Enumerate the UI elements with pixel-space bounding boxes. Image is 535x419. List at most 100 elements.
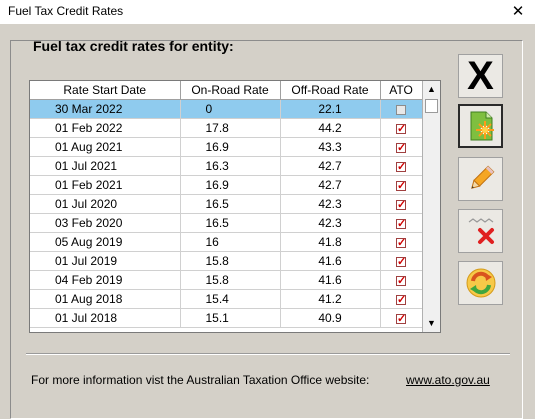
- table-row[interactable]: 03 Feb 2020 16.5 42.3 ✓: [30, 213, 423, 233]
- cell-rate-start-date[interactable]: 01 Jul 2019: [30, 251, 181, 271]
- cell-ato: ✓: [380, 308, 423, 328]
- cell-rate-start-date[interactable]: 01 Aug 2018: [30, 289, 181, 309]
- cell-off-road-rate[interactable]: 42.7: [280, 175, 381, 195]
- cell-ato: ✓: [380, 289, 423, 309]
- cell-rate-start-date[interactable]: 01 Feb 2021: [30, 175, 181, 195]
- cell-off-road-rate[interactable]: 42.3: [280, 194, 381, 214]
- page-title: Fuel tax credit rates for entity:: [33, 38, 234, 54]
- cell-off-road-rate[interactable]: 41.6: [280, 270, 381, 290]
- cell-on-road-rate[interactable]: 15.4: [180, 289, 281, 309]
- ato-checked-icon[interactable]: ✓: [396, 217, 407, 230]
- column-header-on-road-rate[interactable]: On-Road Rate: [180, 81, 281, 100]
- ato-checked-icon[interactable]: ✓: [396, 198, 407, 211]
- cell-ato: ✓: [380, 156, 423, 176]
- cell-rate-start-date[interactable]: 30 Mar 2022: [30, 99, 181, 119]
- edit-rate-button[interactable]: [458, 157, 503, 201]
- cell-on-road-rate[interactable]: 17.8: [180, 118, 281, 138]
- cell-rate-start-date[interactable]: 03 Feb 2020: [30, 213, 181, 233]
- cell-on-road-rate[interactable]: 15.1: [180, 308, 281, 328]
- cell-on-road-rate[interactable]: 16.5: [180, 213, 281, 233]
- ato-checked-icon[interactable]: ✓: [396, 179, 407, 192]
- ato-checked-icon[interactable]: ✓: [396, 122, 407, 135]
- table-row[interactable]: 04 Feb 2019 15.8 41.6 ✓: [30, 270, 423, 290]
- table-row[interactable]: 01 Feb 2022 17.8 44.2 ✓: [30, 118, 423, 138]
- window-close-button[interactable]: ✕: [511, 3, 525, 20]
- footer-separator: [26, 353, 510, 355]
- pencil-icon: [470, 165, 494, 189]
- cell-on-road-rate[interactable]: 16.9: [180, 137, 281, 157]
- cell-on-road-rate[interactable]: 16.9: [180, 175, 281, 195]
- column-header-rate-start-date[interactable]: Rate Start Date: [30, 81, 181, 100]
- column-header-off-road-rate[interactable]: Off-Road Rate: [280, 81, 381, 100]
- ato-checked-icon[interactable]: ✓: [396, 141, 407, 154]
- table-row[interactable]: 05 Aug 2019 16 41.8 ✓: [30, 232, 423, 252]
- cell-rate-start-date[interactable]: 01 Aug 2021: [30, 137, 181, 157]
- table-row[interactable]: 01 Jul 2020 16.5 42.3 ✓: [30, 194, 423, 214]
- column-header-ato[interactable]: ATO: [380, 81, 423, 100]
- cell-rate-start-date[interactable]: 01 Jul 2021: [30, 156, 181, 176]
- table-header-row: Rate Start Date On-Road Rate Off-Road Ra…: [30, 81, 423, 100]
- footer-info-text: For more information vist the Australian…: [31, 373, 370, 387]
- ato-checked-icon[interactable]: ✓: [396, 255, 407, 268]
- rates-table: Rate Start Date On-Road Rate Off-Road Ra…: [30, 81, 423, 328]
- ato-checked-icon[interactable]: ✓: [396, 293, 407, 306]
- table-row[interactable]: 01 Jul 2021 16.3 42.7 ✓: [30, 156, 423, 176]
- scroll-thumb[interactable]: [425, 99, 438, 113]
- close-dialog-button[interactable]: X: [458, 54, 503, 98]
- table-row[interactable]: 01 Jul 2019 15.8 41.6 ✓: [30, 251, 423, 271]
- cell-on-road-rate[interactable]: 15.8: [180, 251, 281, 271]
- refresh-icon: [466, 268, 495, 298]
- ato-website-link[interactable]: www.ato.gov.au: [406, 373, 490, 387]
- ato-checked-icon[interactable]: ✓: [396, 274, 407, 287]
- cell-off-road-rate[interactable]: 41.2: [280, 289, 381, 309]
- window-title: Fuel Tax Credit Rates: [8, 4, 124, 18]
- cell-on-road-rate[interactable]: 16: [180, 232, 281, 252]
- rates-grid: Rate Start Date On-Road Rate Off-Road Ra…: [29, 80, 441, 333]
- close-x-icon: X: [467, 54, 494, 98]
- table-row[interactable]: 01 Aug 2021 16.9 43.3 ✓: [30, 137, 423, 157]
- cell-off-road-rate[interactable]: 44.2: [280, 118, 381, 138]
- table-row[interactable]: 01 Aug 2018 15.4 41.2 ✓: [30, 289, 423, 309]
- cell-ato: ✓: [380, 194, 423, 214]
- cell-off-road-rate[interactable]: 43.3: [280, 137, 381, 157]
- cell-off-road-rate[interactable]: 42.3: [280, 213, 381, 233]
- ato-checked-icon[interactable]: ✓: [396, 160, 407, 173]
- ato-checked-icon[interactable]: ✓: [396, 236, 407, 249]
- table-row[interactable]: 30 Mar 2022 0 22.1: [30, 99, 423, 119]
- cell-ato: ✓: [380, 137, 423, 157]
- cell-off-road-rate[interactable]: 41.8: [280, 232, 381, 252]
- ato-unchecked-icon[interactable]: [396, 104, 406, 115]
- cell-rate-start-date[interactable]: 04 Feb 2019: [30, 270, 181, 290]
- cell-ato: ✓: [380, 213, 423, 233]
- cell-off-road-rate[interactable]: 41.6: [280, 251, 381, 271]
- scroll-down-arrow-icon[interactable]: ▼: [427, 318, 436, 328]
- table-row[interactable]: 01 Jul 2018 15.1 40.9 ✓: [30, 308, 423, 328]
- cell-off-road-rate[interactable]: 40.9: [280, 308, 381, 328]
- cell-rate-start-date[interactable]: 05 Aug 2019: [30, 232, 181, 252]
- cell-on-road-rate[interactable]: 16.3: [180, 156, 281, 176]
- cell-ato: ✓: [380, 232, 423, 252]
- cell-ato: ✓: [380, 118, 423, 138]
- scroll-up-arrow-icon[interactable]: ▲: [427, 84, 436, 94]
- cell-rate-start-date[interactable]: 01 Feb 2022: [30, 118, 181, 138]
- cell-on-road-rate[interactable]: 0: [180, 99, 281, 119]
- delete-rate-button[interactable]: [458, 209, 503, 253]
- cell-ato: ✓: [380, 251, 423, 271]
- vertical-scrollbar[interactable]: ▲ ▼: [422, 81, 440, 332]
- cell-ato: [380, 99, 423, 119]
- add-rate-button[interactable]: [458, 104, 503, 148]
- ato-checked-icon[interactable]: ✓: [396, 312, 407, 325]
- table-row[interactable]: 01 Feb 2021 16.9 42.7 ✓: [30, 175, 423, 195]
- cell-ato: ✓: [380, 270, 423, 290]
- new-document-icon: [470, 111, 494, 141]
- cell-ato: ✓: [380, 175, 423, 195]
- cell-off-road-rate[interactable]: 42.7: [280, 156, 381, 176]
- cell-rate-start-date[interactable]: 01 Jul 2018: [30, 308, 181, 328]
- cell-off-road-rate[interactable]: 22.1: [280, 99, 381, 119]
- refresh-button[interactable]: [458, 261, 503, 305]
- delete-icon: [468, 218, 494, 244]
- cell-on-road-rate[interactable]: 15.8: [180, 270, 281, 290]
- cell-rate-start-date[interactable]: 01 Jul 2020: [30, 194, 181, 214]
- cell-on-road-rate[interactable]: 16.5: [180, 194, 281, 214]
- title-bar: Fuel Tax Credit Rates ✕: [0, 0, 535, 24]
